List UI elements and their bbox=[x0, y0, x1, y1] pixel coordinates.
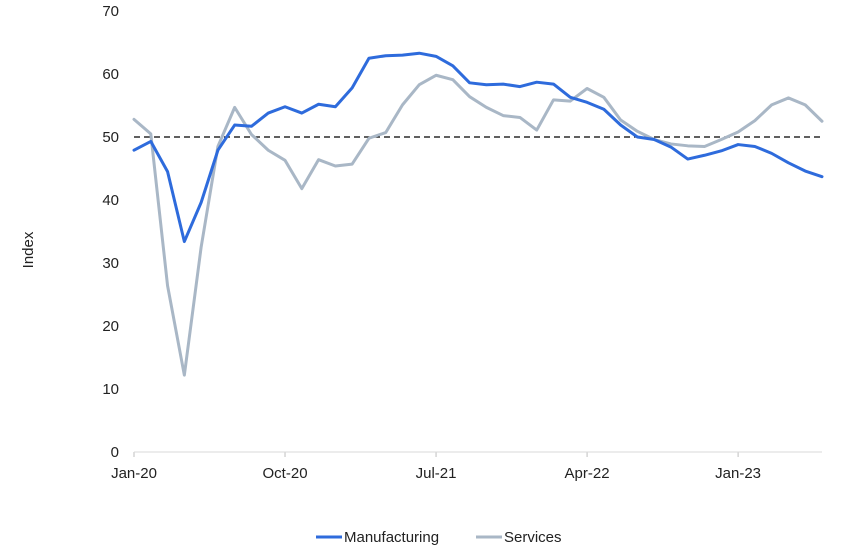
x-tick-label: Oct-20 bbox=[263, 465, 308, 482]
y-tick-label: 30 bbox=[102, 255, 119, 272]
series-line-manufacturing bbox=[132, 51, 824, 244]
x-tick-label: Jan-23 bbox=[715, 465, 761, 482]
y-tick-label: 40 bbox=[102, 192, 119, 209]
y-axis-ticks: 0 10 20 30 40 50 60 70 bbox=[102, 3, 119, 461]
legend-label-manufacturing[interactable]: Manufacturing bbox=[344, 529, 439, 546]
legend[interactable]: Manufacturing Services bbox=[316, 529, 562, 546]
y-axis-title: Index bbox=[20, 231, 37, 268]
x-axis-ticks: Jan-20 Oct-20 Jul-21 Apr-22 Jan-23 bbox=[111, 452, 761, 482]
x-tick-label: Apr-22 bbox=[565, 465, 610, 482]
y-tick-label: 10 bbox=[102, 381, 119, 398]
y-tick-label: 0 bbox=[111, 444, 119, 461]
series-line-services bbox=[132, 73, 824, 377]
x-tick-label: Jul-21 bbox=[416, 465, 457, 482]
y-tick-label: 60 bbox=[102, 66, 119, 83]
y-tick-label: 50 bbox=[102, 129, 119, 146]
y-tick-label: 20 bbox=[102, 318, 119, 335]
y-tick-label: 70 bbox=[102, 3, 119, 20]
series-lines bbox=[132, 51, 824, 377]
legend-label-services[interactable]: Services bbox=[504, 529, 562, 546]
x-tick-label: Jan-20 bbox=[111, 465, 157, 482]
